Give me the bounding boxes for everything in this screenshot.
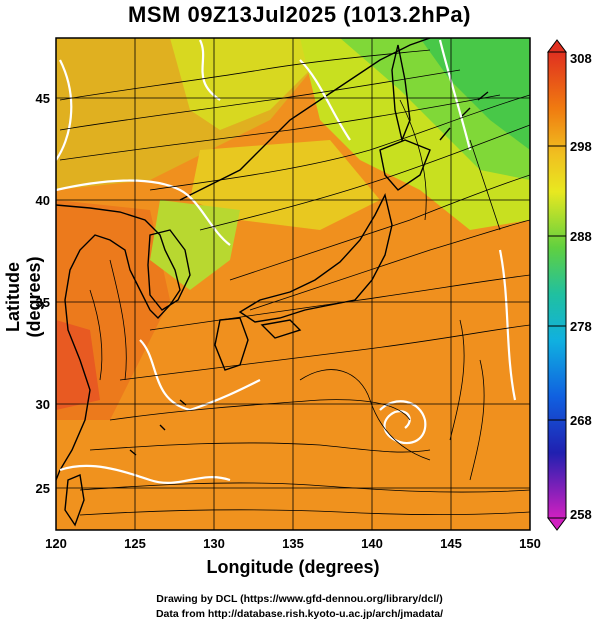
x-tick-120: 120 bbox=[45, 536, 67, 551]
colorbar-label-298: 298 bbox=[570, 139, 592, 154]
y-tick-30: 30 bbox=[36, 397, 50, 412]
footer-credit-data: Data from http://database.rish.kyoto-u.a… bbox=[155, 608, 444, 620]
colorbar-ticks bbox=[548, 145, 566, 421]
x-tick-130: 130 bbox=[203, 536, 225, 551]
colorbar-label-268: 268 bbox=[570, 413, 592, 428]
colorbar-label-288: 288 bbox=[570, 229, 592, 244]
colorbar-bottom-arrow bbox=[547, 517, 567, 531]
y-tick-40: 40 bbox=[36, 193, 50, 208]
footer-credit-drawing: Drawing by DCL (https://www.gfd-dennou.o… bbox=[156, 593, 443, 605]
grid bbox=[56, 38, 530, 530]
isotherm-contours bbox=[56, 39, 517, 484]
colorbar-label-308: 308 bbox=[570, 51, 592, 66]
x-tick-135: 135 bbox=[282, 536, 304, 551]
y-axis-label: Latitude (degrees) bbox=[3, 256, 44, 338]
y-tick-25: 25 bbox=[36, 481, 50, 496]
y-tick-35: 35 bbox=[36, 295, 50, 310]
x-tick-150: 150 bbox=[519, 536, 541, 551]
coastlines bbox=[56, 38, 489, 527]
y-tick-45: 45 bbox=[36, 91, 50, 106]
map-title: MSM 09Z13Jul2025 (1013.2hPa) bbox=[128, 2, 471, 27]
colorbar bbox=[547, 51, 567, 519]
colorbar-label-258: 258 bbox=[570, 507, 592, 522]
x-tick-140: 140 bbox=[361, 536, 383, 551]
colorbar-label-278: 278 bbox=[570, 319, 592, 334]
x-tick-145: 145 bbox=[440, 536, 462, 551]
x-tick-125: 125 bbox=[124, 536, 146, 551]
plot-frame bbox=[55, 37, 531, 531]
x-axis-label: Longitude (degrees) bbox=[206, 557, 380, 577]
wind-streamlines bbox=[59, 49, 530, 516]
colorbar-top-arrow bbox=[547, 39, 567, 53]
